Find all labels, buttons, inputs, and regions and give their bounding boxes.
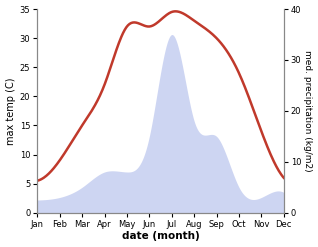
X-axis label: date (month): date (month) bbox=[122, 231, 199, 242]
Y-axis label: max temp (C): max temp (C) bbox=[5, 77, 16, 145]
Y-axis label: med. precipitation (kg/m2): med. precipitation (kg/m2) bbox=[303, 50, 313, 172]
